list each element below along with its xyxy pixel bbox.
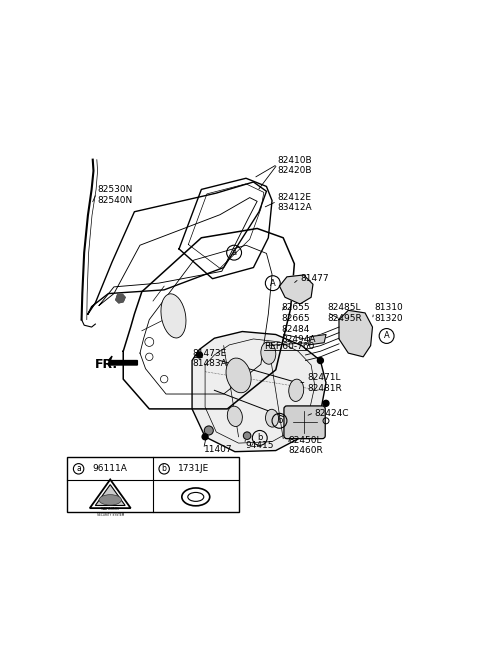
Ellipse shape [228, 406, 242, 426]
Ellipse shape [99, 495, 121, 505]
FancyBboxPatch shape [284, 406, 325, 439]
Text: SECURITY SYSTEM: SECURITY SYSTEM [96, 513, 124, 517]
Ellipse shape [261, 342, 276, 364]
Text: 82424C: 82424C [315, 409, 349, 418]
Text: REF.60-760: REF.60-760 [264, 342, 314, 351]
Text: 82412E
83412A: 82412E 83412A [277, 193, 312, 212]
Circle shape [317, 358, 324, 364]
Ellipse shape [289, 379, 304, 402]
Text: 81310
81320: 81310 81320 [374, 303, 403, 323]
Polygon shape [279, 275, 313, 304]
Text: 81473E
81483A: 81473E 81483A [192, 349, 227, 368]
Text: 82450L
82460R: 82450L 82460R [289, 436, 324, 455]
Polygon shape [116, 294, 125, 303]
Text: 81477: 81477 [300, 274, 329, 283]
Polygon shape [96, 485, 125, 506]
Text: b: b [277, 417, 282, 425]
Circle shape [204, 426, 213, 435]
Text: A: A [384, 331, 389, 341]
Text: 1731JE: 1731JE [178, 464, 210, 474]
Text: 82485L
82495R: 82485L 82495R [328, 303, 362, 323]
Text: b: b [162, 464, 167, 474]
Ellipse shape [265, 409, 278, 427]
Ellipse shape [188, 493, 204, 501]
FancyBboxPatch shape [67, 457, 239, 512]
Polygon shape [309, 335, 326, 345]
Text: b: b [257, 434, 263, 442]
Ellipse shape [226, 358, 251, 393]
Text: 94415: 94415 [245, 441, 274, 450]
Text: 82530N
82540N: 82530N 82540N [97, 185, 132, 205]
Text: a: a [76, 464, 81, 474]
Circle shape [243, 432, 251, 440]
Ellipse shape [161, 294, 186, 338]
Circle shape [202, 434, 208, 440]
Text: 82410B
82420B: 82410B 82420B [277, 155, 312, 175]
Ellipse shape [182, 488, 210, 506]
Text: 82484
82494A: 82484 82494A [281, 325, 316, 344]
Text: a: a [231, 248, 237, 257]
Polygon shape [90, 479, 131, 508]
Text: 11407: 11407 [204, 445, 233, 455]
Text: FR.: FR. [96, 358, 119, 371]
Circle shape [196, 352, 203, 358]
Polygon shape [192, 331, 326, 452]
Text: A: A [270, 278, 276, 288]
Circle shape [323, 400, 329, 406]
Polygon shape [339, 310, 372, 357]
Text: WARNING: WARNING [101, 507, 120, 511]
Polygon shape [108, 356, 137, 365]
Text: 96111A: 96111A [93, 464, 128, 474]
Text: 82655
82665: 82655 82665 [281, 303, 310, 323]
Text: 82471L
82481R: 82471L 82481R [307, 373, 342, 392]
